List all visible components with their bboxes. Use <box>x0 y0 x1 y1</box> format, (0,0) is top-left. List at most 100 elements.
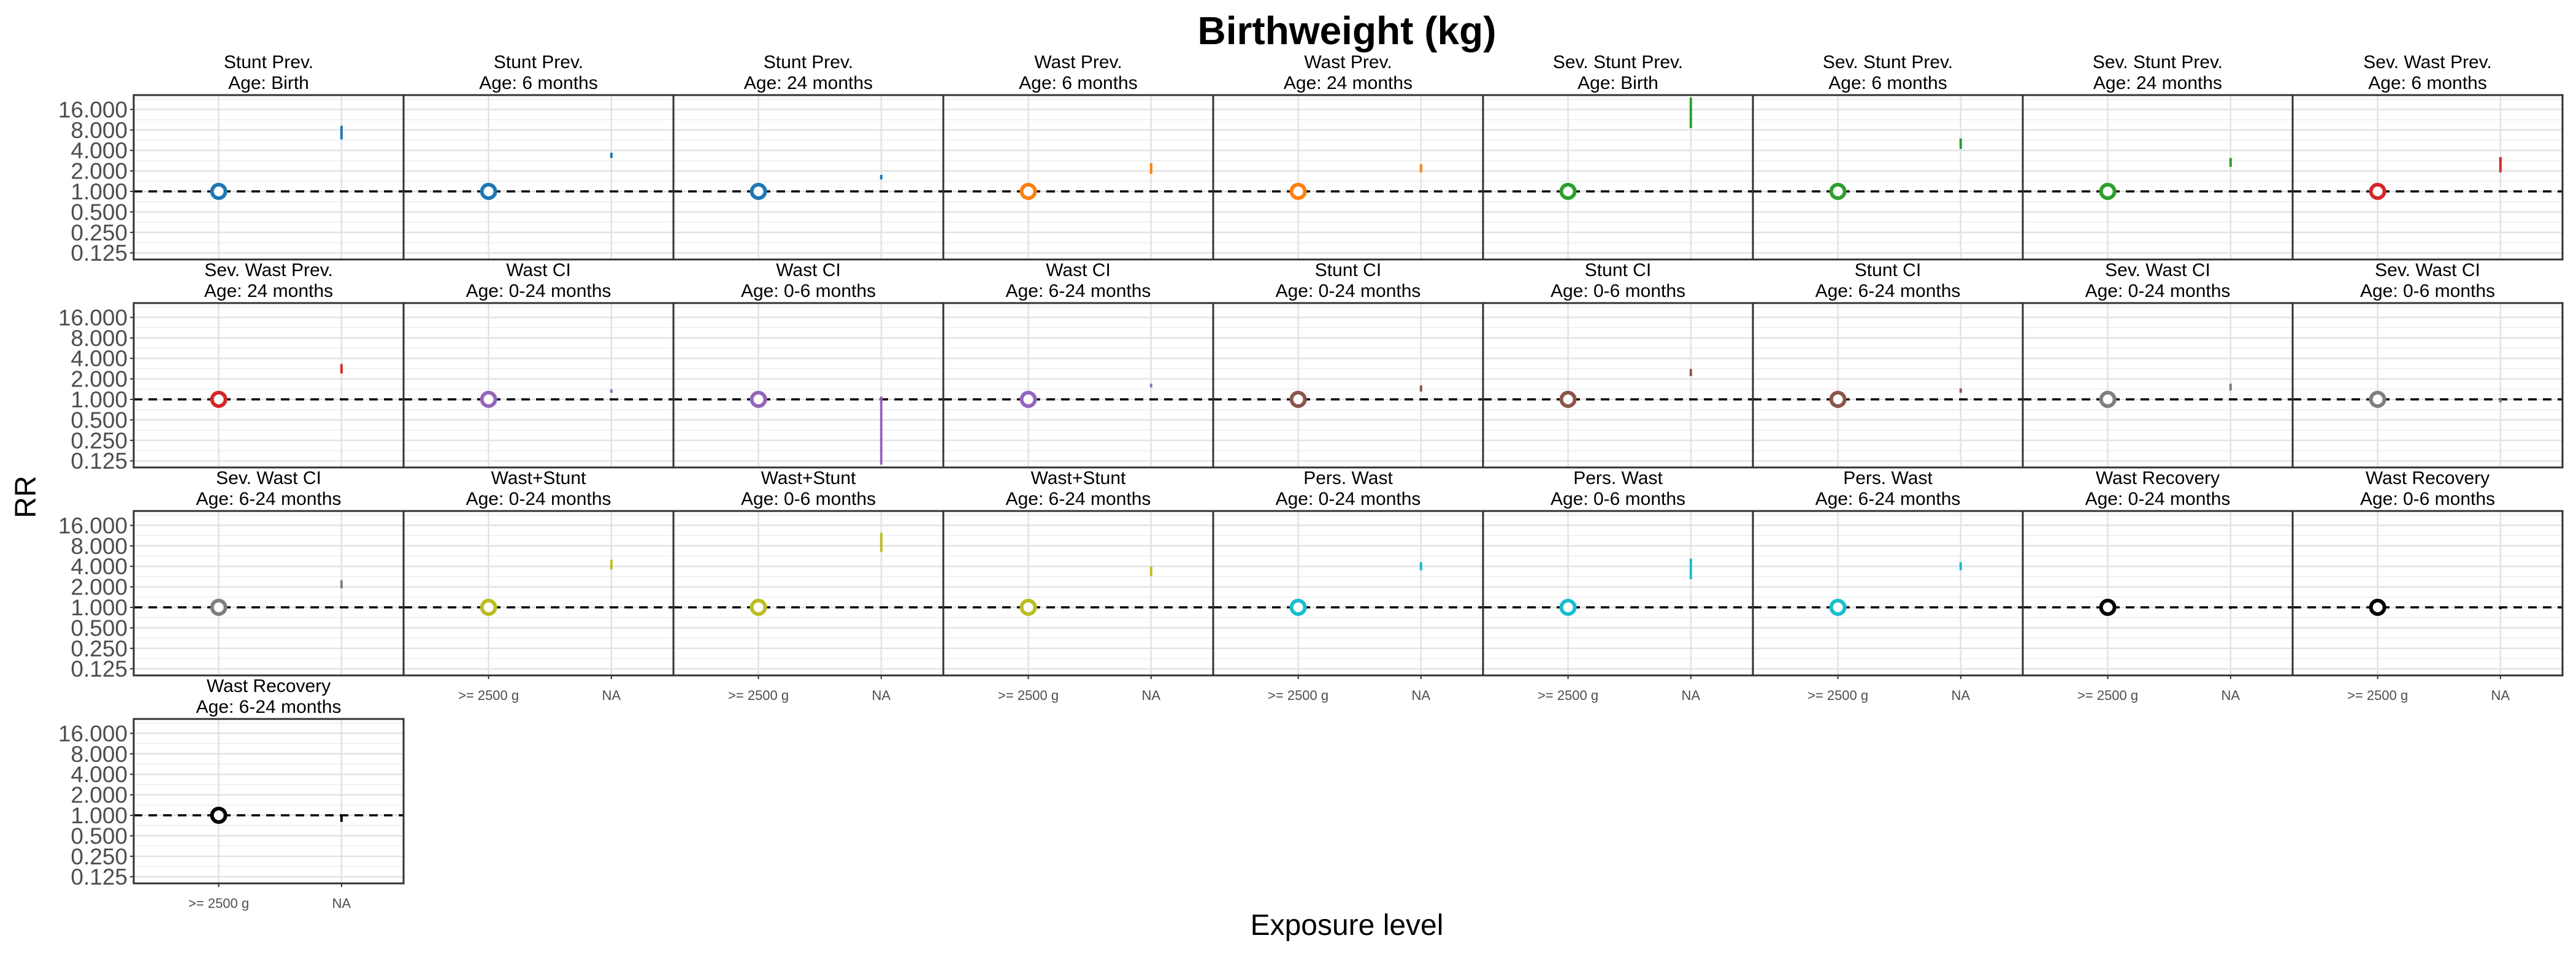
facet-outcome-label: Wast+Stunt <box>761 468 856 488</box>
facet-outcome-label: Sev. Wast CI <box>2375 260 2480 280</box>
y-tick-label: 16.000 <box>58 721 128 746</box>
reference-point <box>480 599 497 617</box>
facet-outcome-label: Wast+Stunt <box>1031 468 1126 488</box>
facet-outcome-label: Stunt Prev. <box>764 52 853 72</box>
x-tick-label: >= 2500 g <box>1268 688 1328 703</box>
y-tick-label: 8.000 <box>71 534 128 559</box>
facet-age-label: Age: 0-6 months <box>1551 281 1685 301</box>
reference-point <box>1829 599 1847 617</box>
facet-age-label: Age: 0-24 months <box>2085 489 2231 509</box>
y-tick-label: 4.000 <box>71 138 128 163</box>
facet-outcome-label: Stunt CI <box>1585 260 1651 280</box>
x-tick-label: NA <box>2491 688 2510 703</box>
reference-point <box>480 183 497 201</box>
y-tick-label: 2.000 <box>71 159 128 184</box>
y-tick-label: 8.000 <box>71 326 128 351</box>
facet-age-label: Age: 0-6 months <box>741 489 876 509</box>
facet-outcome-label: Sev. Stunt Prev. <box>2093 52 2223 72</box>
y-tick-label: 0.500 <box>71 407 128 432</box>
facet-panel: Stunt Prev.Age: 6 months <box>402 52 675 261</box>
x-tick-label: NA <box>2221 688 2241 703</box>
x-tick-label: >= 2500 g <box>998 688 1059 703</box>
panels: Stunt Prev.Age: Birth0.1250.2500.5001.00… <box>58 52 2564 911</box>
reference-point <box>2369 183 2386 201</box>
facet-age-label: Age: 6 months <box>2368 73 2486 93</box>
x-tick-label: NA <box>332 896 351 911</box>
x-tick-label: >= 2500 g <box>728 688 789 703</box>
facet-age-label: Age: 24 months <box>1284 73 1413 93</box>
y-axis-title: RR <box>10 475 42 518</box>
x-tick-label: NA <box>602 688 621 703</box>
facet-outcome-label: Sev. Wast Prev. <box>204 260 333 280</box>
facet-outcome-label: Wast CI <box>1046 260 1111 280</box>
facet-panel: Stunt Prev.Age: 24 months <box>672 52 945 261</box>
facet-outcome-label: Wast Recovery <box>207 676 331 696</box>
reference-point <box>1559 183 1577 201</box>
facet-age-label: Age: 0-24 months <box>466 281 611 301</box>
reference-point <box>210 391 228 409</box>
facet-outcome-label: Sev. Stunt Prev. <box>1823 52 1953 72</box>
facet-age-label: Age: 24 months <box>744 73 873 93</box>
y-tick-label: 0.125 <box>71 864 128 890</box>
facet-age-label: Age: Birth <box>228 73 309 93</box>
facet-panel: Wast Prev.Age: 6 months <box>942 52 1214 261</box>
y-tick-label: 1.000 <box>71 387 128 412</box>
reference-point <box>1559 599 1577 617</box>
x-tick-label: >= 2500 g <box>2347 688 2408 703</box>
facet-age-label: Age: 0-6 months <box>1551 489 1685 509</box>
x-tick-label: NA <box>1952 688 1971 703</box>
facet-age-label: Age: 6-24 months <box>1815 489 1961 509</box>
x-tick-label: >= 2500 g <box>2077 688 2138 703</box>
x-tick-label: NA <box>1412 688 1431 703</box>
facet-panel: Stunt Prev.Age: Birth 0.1250.2500.5001.00… <box>58 52 405 266</box>
reference-point <box>749 599 767 617</box>
y-tick-label: 16.000 <box>58 513 128 538</box>
x-tick-label: NA <box>1142 688 1161 703</box>
y-tick-label: 4.000 <box>71 762 128 787</box>
y-tick-label: 0.500 <box>71 615 128 640</box>
facet-outcome-label: Stunt CI <box>1855 260 1921 280</box>
facet-age-label: Age: 6-24 months <box>1815 281 1961 301</box>
facet-age-label: Age: 6-24 months <box>196 697 342 717</box>
reference-point <box>2369 599 2386 617</box>
facet-age-label: Age: 6-24 months <box>196 489 342 509</box>
facet-age-label: Age: 0-6 months <box>741 281 876 301</box>
reference-point <box>2099 599 2117 617</box>
y-tick-label: 4.000 <box>71 554 128 579</box>
facet-outcome-label: Wast Prev. <box>1034 52 1122 72</box>
y-tick-label: 0.125 <box>71 240 128 266</box>
facet-outcome-label: Stunt Prev. <box>494 52 583 72</box>
facet-age-label: Age: 0-24 months <box>1276 489 1421 509</box>
facet-panel: Sev. Wast Prev.Age: 24 months 0.1250.2500… <box>58 260 405 474</box>
facet-outcome-label: Pers. Wast <box>1573 468 1663 488</box>
facet-outcome-label: Wast+Stunt <box>491 468 586 488</box>
y-tick-label: 2.000 <box>71 575 128 600</box>
facet-panel: Wast Prev.Age: 24 months <box>1212 52 1484 261</box>
y-tick-label: 16.000 <box>58 305 128 330</box>
y-tick-label: 8.000 <box>71 742 128 767</box>
x-tick-label: >= 2500 g <box>1538 688 1598 703</box>
reference-point <box>1289 599 1307 617</box>
y-tick-label: 0.250 <box>71 220 128 245</box>
facet-outcome-label: Sev. Wast CI <box>216 468 321 488</box>
y-tick-label: 2.000 <box>71 783 128 808</box>
y-tick-label: 1.000 <box>71 595 128 620</box>
x-tick-label: >= 2500 g <box>1807 688 1868 703</box>
reference-point <box>1289 391 1307 409</box>
facet-age-label: Age: 0-6 months <box>2360 281 2495 301</box>
reference-point <box>1829 391 1847 409</box>
facet-age-label: Age: 6-24 months <box>1006 489 1151 509</box>
y-tick-label: 16.000 <box>58 97 128 122</box>
y-tick-label: 1.000 <box>71 803 128 828</box>
